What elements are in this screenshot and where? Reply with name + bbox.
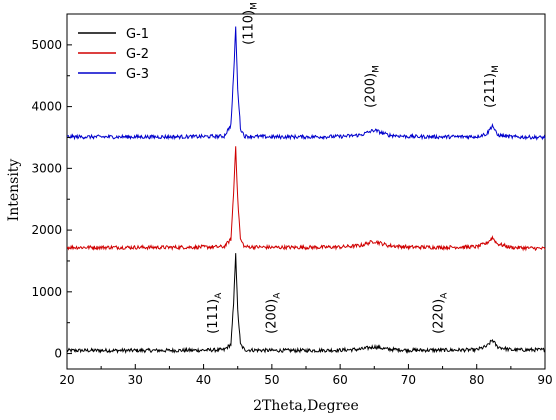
peak-label: (110)M [242,2,260,45]
peak-label: (220)A [432,292,450,334]
peak-label: (200)A [264,292,282,334]
legend-label: G-1 [126,27,149,42]
y-tick-label: 1000 [31,285,62,299]
x-tick-label: 80 [469,373,484,387]
series-line-g-1 [66,253,545,354]
x-axis-label: 2Theta,Degree [253,398,359,414]
x-tick-label: 50 [264,373,279,387]
x-tick-label: 60 [333,373,348,387]
y-axis-ticks: 0 1000 2000 3000 4000 5000 [31,38,72,361]
y-tick-label: 2000 [31,223,62,237]
peak-label: (200)M [363,65,381,108]
x-tick-label: 70 [401,373,416,387]
legend: G-1 G-2 G-3 [78,27,149,82]
series-line-g-3 [66,26,546,141]
y-axis-label: Intensity [6,159,22,222]
x-axis-ticks: 20 30 40 50 60 70 80 90 [59,364,553,387]
peak-annotations: (110)M (200)M (211)M (111)A (200)A (220)A [206,2,501,334]
series-line-g-2 [66,146,546,252]
y-tick-label: 0 [54,347,62,361]
legend-label: G-2 [126,47,149,62]
y-tick-label: 4000 [31,100,62,114]
legend-label: G-3 [126,67,149,82]
peak-label: (111)A [206,292,224,334]
x-tick-label: 20 [59,373,74,387]
x-tick-label: 30 [128,373,143,387]
x-tick-label: 40 [196,373,211,387]
series-layer [66,26,546,354]
x-tick-label: 90 [537,373,552,387]
y-tick-label: 3000 [31,161,62,175]
y-tick-label: 5000 [31,38,62,52]
peak-label: (211)M [483,65,501,108]
